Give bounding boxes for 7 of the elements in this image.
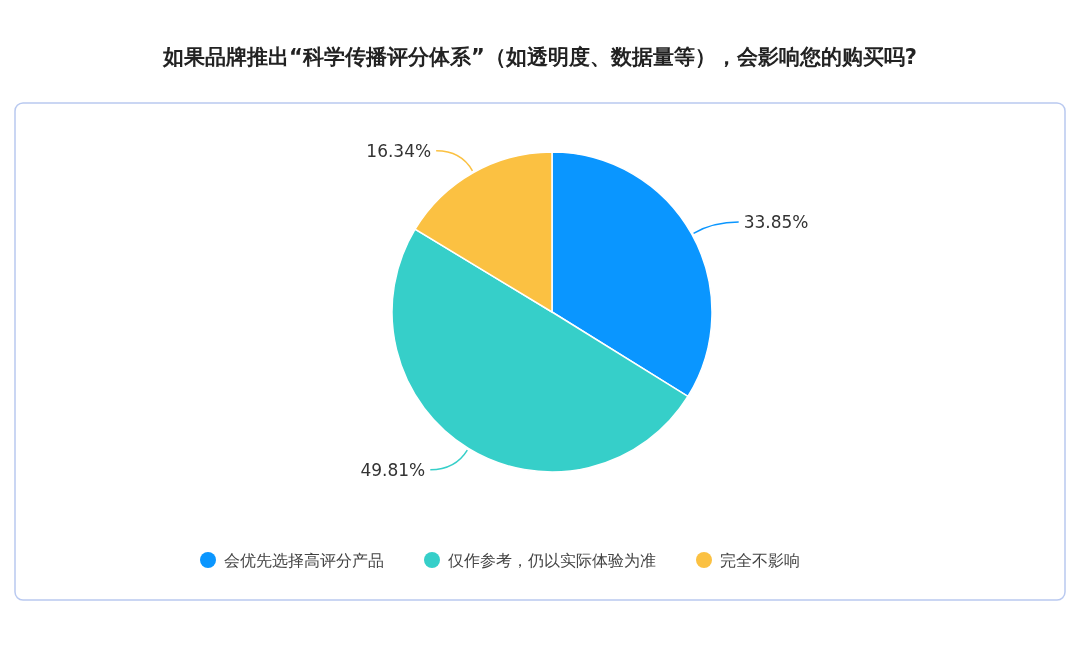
legend-label: 完全不影响 <box>720 551 800 570</box>
data-label: 16.34% <box>366 140 432 161</box>
data-label: 49.81% <box>360 459 426 480</box>
legend-label: 仅作参考，仍以实际体验为准 <box>448 551 656 570</box>
legend-label: 会优先选择高评分产品 <box>224 551 384 570</box>
title: 如果品牌推出“科学传播评分体系”（如透明度、数据量等），会影响您的购买吗? <box>163 45 917 69</box>
data-label: 33.85% <box>743 212 809 233</box>
